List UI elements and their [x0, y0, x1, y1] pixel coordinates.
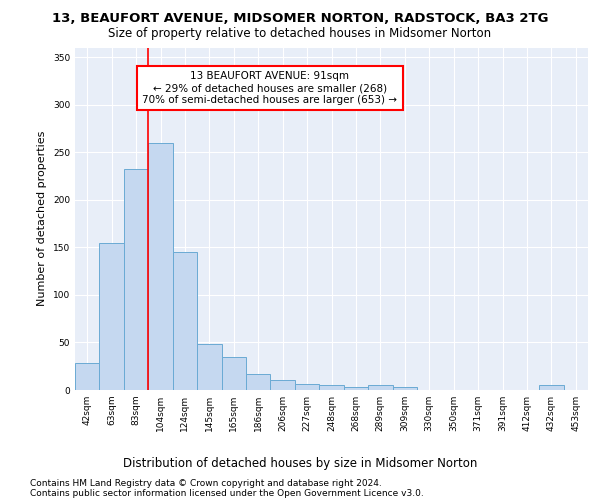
Bar	[271, 380, 295, 390]
Text: Contains HM Land Registry data © Crown copyright and database right 2024.: Contains HM Land Registry data © Crown c…	[30, 479, 382, 488]
Bar	[75, 364, 100, 390]
Bar	[539, 385, 563, 390]
Bar	[295, 384, 319, 390]
Bar	[392, 387, 417, 390]
Bar	[344, 387, 368, 390]
Bar	[319, 385, 344, 390]
Text: Distribution of detached houses by size in Midsomer Norton: Distribution of detached houses by size …	[123, 458, 477, 470]
Bar	[148, 142, 173, 390]
Bar	[246, 374, 271, 390]
Bar	[197, 344, 221, 390]
Bar	[221, 356, 246, 390]
Text: 13 BEAUFORT AVENUE: 91sqm
← 29% of detached houses are smaller (268)
70% of semi: 13 BEAUFORT AVENUE: 91sqm ← 29% of detac…	[142, 72, 397, 104]
Text: 13, BEAUFORT AVENUE, MIDSOMER NORTON, RADSTOCK, BA3 2TG: 13, BEAUFORT AVENUE, MIDSOMER NORTON, RA…	[52, 12, 548, 26]
Y-axis label: Number of detached properties: Number of detached properties	[37, 131, 47, 306]
Text: Contains public sector information licensed under the Open Government Licence v3: Contains public sector information licen…	[30, 489, 424, 498]
Text: Size of property relative to detached houses in Midsomer Norton: Size of property relative to detached ho…	[109, 28, 491, 40]
Bar	[100, 242, 124, 390]
Bar	[368, 385, 392, 390]
Bar	[124, 170, 148, 390]
Bar	[173, 252, 197, 390]
